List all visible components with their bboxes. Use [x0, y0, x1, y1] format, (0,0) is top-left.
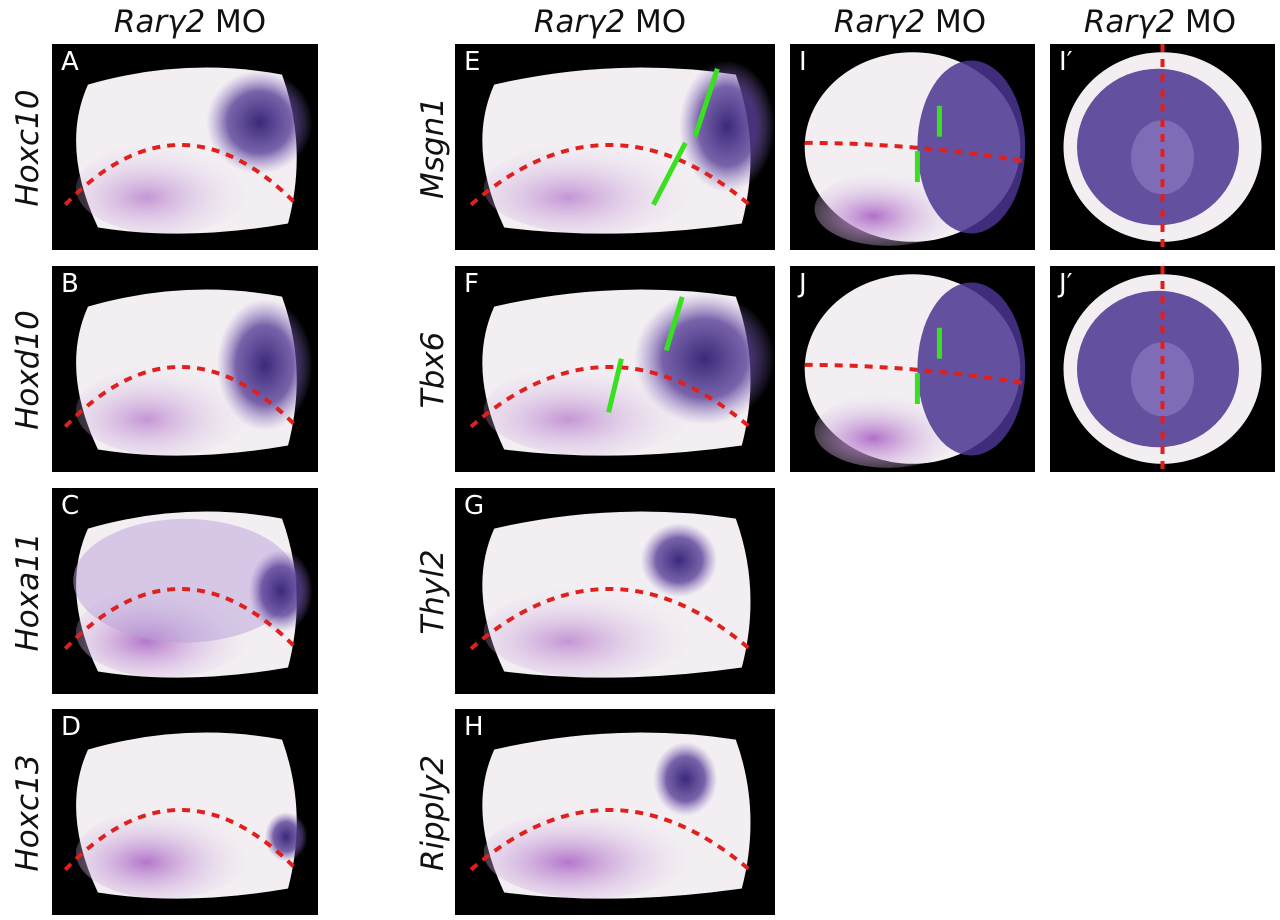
panel-letter: A [61, 47, 79, 77]
column-header-4: Rarγ2 MO [1065, 4, 1255, 40]
gene-label: Hoxc10 [10, 89, 46, 207]
panel-letter: E [464, 47, 481, 77]
panel-letter: J′ [1059, 269, 1073, 299]
header-suffix: MO [205, 4, 267, 40]
gene-label: Ripply2 [415, 754, 451, 872]
panel-letter: G [464, 491, 485, 521]
gene-label: Thyl2 [415, 549, 451, 635]
red-dashed-line [804, 362, 1026, 386]
panel-f: F [455, 266, 775, 472]
green-marker [606, 358, 624, 413]
posterior-stain [216, 298, 313, 431]
red-dashed-line [469, 365, 751, 429]
header-suffix: MO [625, 4, 687, 40]
panel-j: J [790, 266, 1035, 472]
panel-letter: I [799, 47, 807, 77]
panel-letter: I′ [1059, 47, 1073, 77]
ventral-stain [75, 364, 252, 456]
embryo-image [469, 289, 775, 456]
panel-letter: J [799, 269, 807, 299]
red-dashed-line [63, 142, 299, 207]
embryo-image [804, 52, 1026, 246]
ventral-stain [483, 586, 695, 678]
header-gene: Rarγ2 [833, 4, 926, 40]
panel-h: H [455, 709, 775, 915]
ventral-stain [483, 142, 695, 234]
red-dashed-line [469, 143, 751, 207]
panel-letter: B [61, 269, 79, 299]
header-suffix: MO [925, 4, 987, 40]
red-dashed-line [804, 140, 1026, 164]
embryo-image [63, 67, 313, 234]
green-marker [651, 141, 688, 206]
red-dashed-line [63, 807, 299, 872]
gene-label: Hoxa11 [10, 532, 46, 652]
red-dashed-line [469, 587, 751, 651]
red-dashed-line [63, 364, 299, 429]
posterior-stain [640, 523, 718, 598]
posterior-stain [248, 549, 313, 633]
red-dashed-line [63, 586, 299, 651]
posterior-stain [264, 812, 308, 862]
panel-d: D [52, 709, 318, 915]
embryo-image [1063, 44, 1262, 250]
ventral-stain [483, 807, 695, 899]
gene-label: Hoxd10 [10, 310, 46, 430]
stain-center [1131, 120, 1194, 195]
panel-letter: C [61, 491, 80, 521]
column-header-2: Rarγ2 MO [520, 4, 700, 40]
panel-a: A [52, 44, 318, 250]
gene-label: Msgn1 [415, 97, 451, 199]
embryo-image [1063, 266, 1262, 472]
posterior-stain [917, 282, 1026, 456]
column-header-1: Rarγ2 MO [100, 4, 280, 40]
red-dashed-line [469, 808, 751, 872]
diffuse-stain [73, 518, 297, 643]
posterior-stain [653, 741, 718, 817]
posterior-stain [679, 60, 775, 193]
panel-g: G [455, 488, 775, 694]
posterior-stain [917, 60, 1026, 234]
stain-center [1131, 342, 1194, 417]
embryo-image [804, 274, 1026, 468]
header-suffix: MO [1175, 4, 1237, 40]
panel-c: C [52, 488, 318, 694]
gene-label: Hoxc13 [10, 754, 46, 872]
column-header-3: Rarγ2 MO [815, 4, 1005, 40]
header-gene: Rarγ2 [533, 4, 626, 40]
embryo-image [469, 511, 751, 678]
embryo-image [63, 732, 308, 899]
panel-letter: F [464, 269, 479, 299]
embryo-image [469, 60, 775, 234]
panel-b: B [52, 266, 318, 472]
header-gene: Rarγ2 [1083, 4, 1176, 40]
green-marker [692, 67, 720, 138]
panel-e: E [455, 44, 775, 250]
gene-label: Tbx6 [415, 331, 451, 409]
panel-letter: H [464, 712, 484, 742]
ventral-stain [75, 142, 252, 234]
panel-i: I [790, 44, 1035, 250]
posterior-stain [206, 70, 313, 174]
embryo-image [63, 289, 313, 456]
header-gene: Rarγ2 [113, 4, 206, 40]
embryo-image [469, 732, 751, 899]
panel-i-prime: I′ [1050, 44, 1275, 250]
green-marker [663, 296, 685, 352]
panel-letter: D [61, 712, 82, 742]
ventral-stain [75, 807, 252, 899]
posterior-stain [634, 292, 775, 425]
panel-j-prime: J′ [1050, 266, 1275, 472]
embryo-image [63, 511, 313, 678]
